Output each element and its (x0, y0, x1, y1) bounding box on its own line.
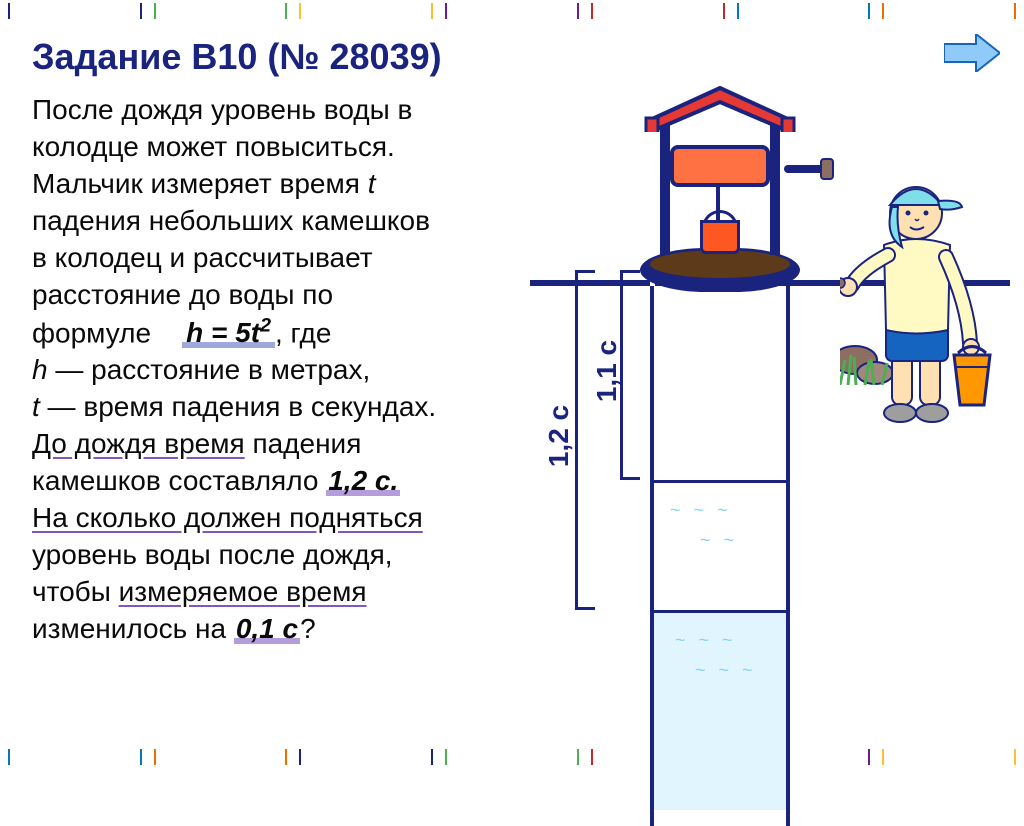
text: колодце может повыситься. (32, 131, 395, 162)
dimension-bracket-outer (575, 270, 595, 610)
text: уровень воды после дождя, (32, 539, 393, 570)
text: падения небольших камешков (32, 205, 430, 236)
text: камешков составляло (32, 465, 326, 496)
water-ripple-icon: ~ ~ ~ (670, 500, 732, 521)
well-roof (630, 80, 810, 132)
dimension-label-outer: 1,2 с (543, 405, 575, 467)
crank-knob (820, 158, 834, 180)
text: в колодец и рассчитывает (32, 242, 373, 273)
dimension-label-inner: 1,1 с (591, 340, 623, 402)
boy-illustration (840, 155, 990, 435)
page-title: Задание В10 (№ 28039) (32, 36, 442, 78)
well-bucket (700, 220, 740, 254)
formula: h = 5t2 (182, 317, 275, 348)
text: ? (300, 613, 316, 644)
well-axle (670, 145, 770, 187)
text-underlined: До дождя время (32, 428, 245, 459)
text: чтобы (32, 576, 119, 607)
water-ripple-icon: ~ ~ (700, 530, 738, 551)
well-opening (650, 250, 790, 278)
text: Мальчик измеряет время (32, 168, 360, 199)
text: падения (245, 428, 362, 459)
text: формуле (32, 317, 151, 348)
problem-text: После дождя уровень воды в колодце может… (32, 92, 532, 648)
text: изменилось на (32, 613, 234, 644)
crank-handle (784, 165, 824, 173)
water-ripple-icon: ~ ~ ~ (675, 630, 737, 651)
water-level-before (654, 610, 786, 613)
well-post (660, 115, 670, 255)
text: — расстояние в метрах, (48, 354, 371, 385)
text: — время падения в секундах. (40, 391, 436, 422)
var-t: t (32, 391, 40, 422)
value-delta: 0,1 с (234, 613, 300, 644)
water-ripple-icon: ~ ~ ~ (695, 660, 757, 681)
decor-top-ruler (0, 0, 1024, 22)
text: , где (275, 317, 331, 348)
well-post (770, 115, 780, 255)
text: После дождя уровень воды в (32, 94, 412, 125)
var-t: t (368, 168, 376, 199)
text-underlined: На сколько должен подняться (32, 502, 423, 533)
value-before: 1,2 с. (326, 465, 400, 496)
well-illustration: ~ ~ ~ ~ ~ ~ ~ ~ ~ ~ ~ 1,2 с 1,1 с (520, 70, 1010, 760)
var-h: h (32, 354, 48, 385)
text: расстояние до воды по (32, 279, 333, 310)
text-underlined: измеряемое время (119, 576, 367, 607)
water-level-after (654, 480, 786, 483)
